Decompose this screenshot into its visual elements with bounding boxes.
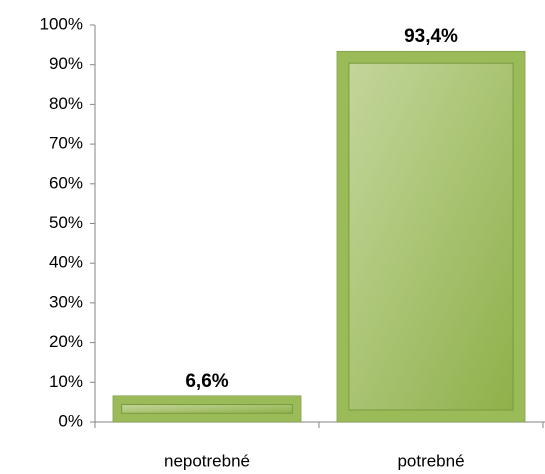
x-tick-label: potrebné [397,451,464,470]
y-tick-label: 100% [40,14,83,33]
y-tick-label: 80% [49,94,83,113]
y-tick-label: 60% [49,173,83,192]
y-tick-label: 10% [49,372,83,391]
bar-bevel [348,62,514,411]
y-tick-label: 30% [49,292,83,311]
y-tick-label: 40% [49,253,83,272]
value-label: 6,6% [185,371,228,392]
y-tick-label: 20% [49,332,83,351]
y-tick-label: 50% [49,213,83,232]
value-label: 93,4% [404,26,458,47]
y-tick-label: 0% [58,411,83,430]
y-tick-label: 90% [49,54,83,73]
x-tick-label: nepotrebné [164,451,250,470]
y-tick-label: 70% [49,134,83,153]
bar-bevel [121,404,293,414]
